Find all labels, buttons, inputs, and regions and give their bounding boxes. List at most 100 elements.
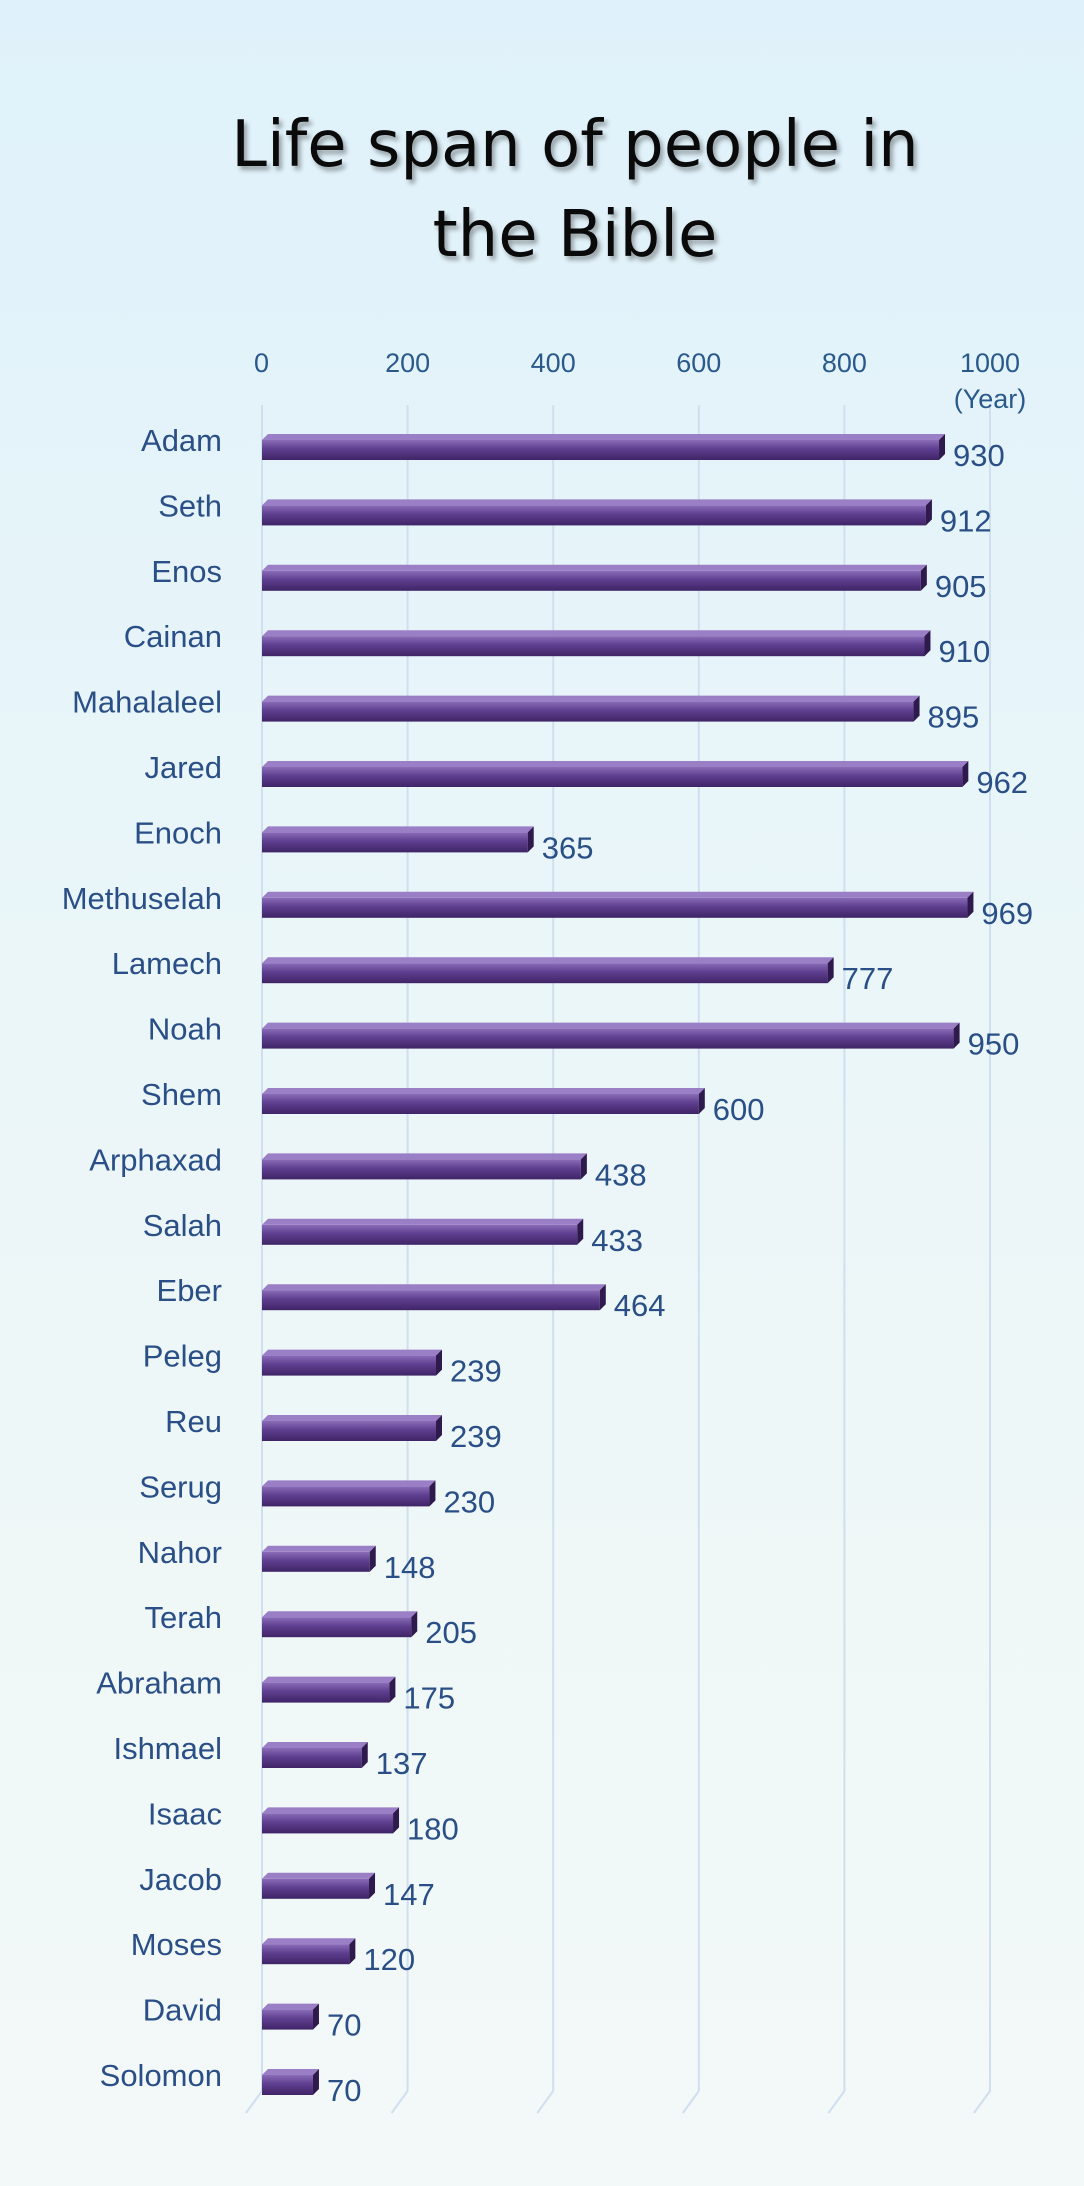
x-tick-label: 1000 [960, 348, 1020, 378]
category-label: Methuselah [62, 881, 222, 916]
x-tick-label: 800 [822, 348, 867, 378]
value-label: 962 [976, 765, 1028, 800]
bar-side-face [939, 434, 946, 460]
value-label: 148 [384, 1550, 436, 1585]
bar-side-face [698, 1088, 705, 1114]
bar-top-face [262, 2069, 319, 2075]
category-label: Serug [139, 1469, 222, 1504]
value-label: 239 [450, 1354, 502, 1389]
bar-front-face [262, 963, 828, 984]
bar-side-face [361, 1742, 368, 1768]
bar-top-face [262, 1022, 960, 1029]
bar-top-face [262, 1611, 418, 1618]
value-label: 600 [713, 1092, 765, 1127]
bar [262, 1545, 376, 1572]
x-axis-ticks: 0 200 400 600 800 1000 (Year) [254, 348, 1026, 414]
value-label: 365 [542, 830, 594, 865]
bar-side-face [369, 1872, 376, 1899]
category-label: Mahalaleel [72, 685, 222, 720]
bar [262, 1415, 442, 1441]
category-label: Shem [141, 1077, 222, 1112]
bar-top-face [262, 1153, 587, 1160]
bar-side-face [527, 826, 534, 853]
bar-side-face [577, 1218, 584, 1245]
category-label: Isaac [148, 1796, 222, 1831]
bar-top-face [262, 630, 931, 637]
bar-front-face [262, 701, 914, 722]
category-label: Reu [165, 1404, 222, 1439]
bar-top-face [262, 891, 974, 898]
bar [262, 1742, 368, 1768]
bar [262, 826, 534, 853]
bar [262, 1153, 587, 1180]
bar-side-face [953, 1022, 960, 1049]
bar-top-face [262, 1088, 705, 1094]
value-label: 905 [935, 569, 987, 604]
bar [262, 1284, 606, 1311]
bar-front-face [262, 1551, 370, 1572]
category-label: Salah [143, 1208, 222, 1243]
bar-front-face [262, 2009, 313, 2030]
bar-front-face [262, 1355, 436, 1376]
bar-side-face [435, 1349, 442, 1376]
value-label: 895 [928, 700, 980, 735]
bar [262, 1349, 442, 1376]
bar-side-face [599, 1284, 606, 1311]
bar-front-face [262, 832, 528, 853]
bar-front-face [262, 570, 921, 591]
bar [262, 957, 834, 984]
value-labels: 930 912 905 910 895 962 365 969 777 950 600 438 433 4… [327, 438, 1033, 2108]
value-label: 912 [940, 503, 992, 538]
bar-front-face [262, 1682, 390, 1703]
value-label: 464 [614, 1288, 666, 1323]
bar-front-face [262, 1617, 412, 1638]
bar-top-face [262, 1676, 396, 1683]
bar-side-face [429, 1480, 436, 1507]
bar-side-face [349, 1938, 356, 1965]
bar-top-face [262, 1872, 376, 1879]
category-label: Peleg [143, 1339, 222, 1374]
gridline-foot [681, 2090, 700, 2114]
bar-side-face [925, 499, 932, 526]
bar-front-face [262, 505, 926, 526]
value-label: 137 [376, 1746, 428, 1781]
category-label: Nahor [138, 1535, 222, 1570]
value-label: 205 [425, 1615, 477, 1650]
bar-top-face [262, 499, 932, 506]
bar-side-face [393, 1807, 400, 1834]
gridlines [245, 405, 991, 2114]
gridline-foot [827, 2090, 846, 2114]
category-label: Noah [148, 1012, 222, 1047]
x-tick-label: 200 [385, 348, 430, 378]
gridline-foot [245, 2090, 263, 2114]
bar-front-face [262, 1159, 581, 1180]
bar-side-face [967, 891, 974, 918]
category-label: Enoch [134, 815, 222, 850]
bar-side-face [389, 1676, 396, 1703]
x-tick-label: 400 [531, 348, 576, 378]
bar-top-face [262, 761, 969, 767]
category-label: Solomon [100, 2058, 222, 2093]
category-label: Jared [144, 750, 222, 785]
gridline-foot [536, 2090, 555, 2114]
bar-top-face [262, 1349, 442, 1356]
category-label: Ishmael [113, 1731, 222, 1766]
category-label: Cainan [124, 619, 222, 654]
value-label: 70 [327, 2073, 361, 2108]
bar-side-face [369, 1545, 376, 1572]
bar-side-face [827, 957, 834, 984]
bar-top-face [262, 564, 927, 571]
x-tick-label: 600 [676, 348, 721, 378]
gridline-foot [973, 2090, 991, 2114]
bar [262, 1938, 356, 1965]
bar-front-face [262, 1028, 954, 1049]
category-label: Enos [151, 554, 222, 589]
bar [262, 630, 931, 657]
bar-side-face [411, 1611, 418, 1638]
bar-top-face [262, 1807, 400, 1814]
bar [262, 499, 932, 526]
bar [262, 434, 946, 460]
bar-top-face [262, 1545, 376, 1552]
